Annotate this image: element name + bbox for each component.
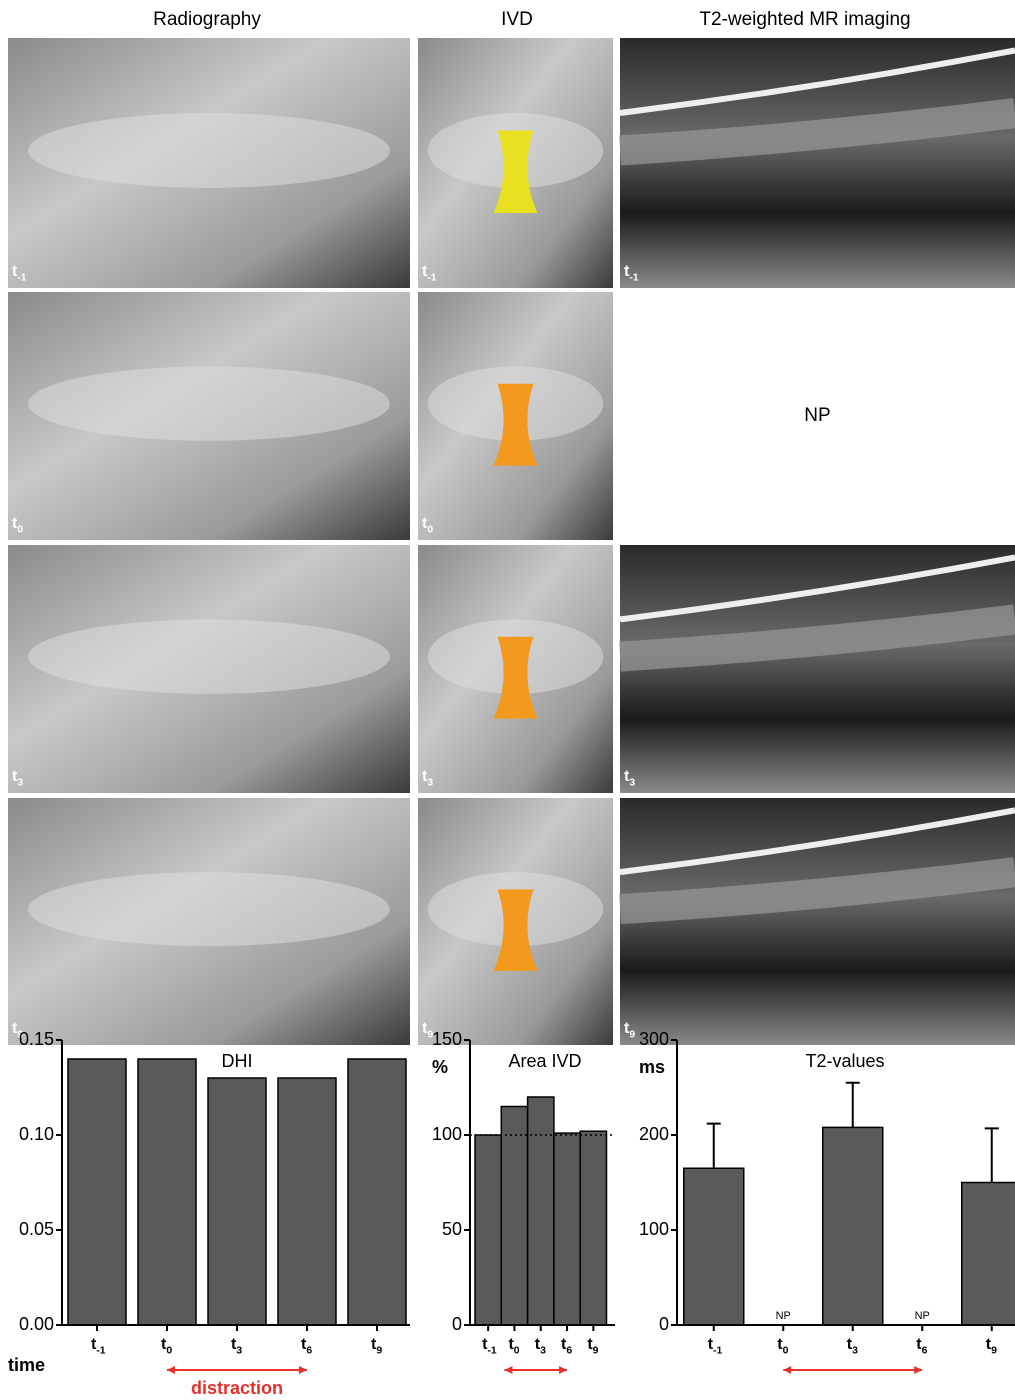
y-axis-label: ms xyxy=(639,1057,665,1077)
y-tick-label: 50 xyxy=(442,1219,462,1239)
chart-title: DHI xyxy=(222,1051,253,1071)
x-tick-label-sub: 9 xyxy=(991,1345,997,1356)
bar xyxy=(68,1059,126,1325)
y-tick-label: 300 xyxy=(639,1029,669,1049)
x-tick-label: t6 xyxy=(561,1336,572,1356)
x-tick-label: t9 xyxy=(986,1336,997,1356)
y-axis-label: % xyxy=(432,1057,448,1077)
error-bar xyxy=(707,1124,721,1169)
bar xyxy=(684,1168,744,1325)
x-tick-label: t0 xyxy=(777,1336,788,1356)
panel-label-sub: 3 xyxy=(629,777,635,788)
chart-title: T2-values xyxy=(805,1051,884,1071)
x-tick-label: t9 xyxy=(587,1336,598,1356)
x-tick-label-sub: -1 xyxy=(96,1345,105,1356)
y-tick-label: 0.10 xyxy=(19,1124,54,1144)
annotation: distraction xyxy=(191,1378,283,1398)
x-tick-label: t0 xyxy=(508,1336,519,1356)
bar xyxy=(348,1059,406,1325)
x-tick-label: t-1 xyxy=(708,1336,723,1356)
bone xyxy=(28,366,390,440)
bar xyxy=(138,1059,196,1325)
x-axis-label: time xyxy=(8,1355,45,1375)
x-tick-label-sub: 6 xyxy=(306,1345,312,1356)
x-tick-label-sub: 3 xyxy=(852,1345,858,1356)
x-tick-label: t6 xyxy=(916,1336,927,1356)
figure: Radiography IVD T2-weighted MR imaging t-1 t… xyxy=(0,0,1015,1400)
y-tick-label: 100 xyxy=(432,1124,462,1144)
panel-label-sub: 3 xyxy=(427,777,433,788)
bone xyxy=(28,113,390,188)
x-tick-label-sub: 3 xyxy=(236,1345,242,1356)
x-tick-label-sub: 9 xyxy=(593,1345,599,1356)
x-tick-label-sub: 3 xyxy=(540,1345,546,1356)
x-tick-label-sub: 0 xyxy=(514,1345,520,1356)
y-tick-label: 0 xyxy=(659,1314,669,1334)
mr-image xyxy=(620,38,1015,288)
y-tick-label: 0.05 xyxy=(19,1219,54,1239)
chart-title: Area IVD xyxy=(508,1051,581,1071)
x-tick-label: t6 xyxy=(301,1336,312,1356)
panel-label-sub: 0 xyxy=(17,524,23,535)
x-tick-label: t3 xyxy=(231,1336,242,1356)
x-tick-label-sub: 9 xyxy=(376,1345,382,1356)
y-tick-label: 200 xyxy=(639,1124,669,1144)
x-tick-label-sub: -1 xyxy=(713,1345,722,1356)
column-header: IVD xyxy=(501,9,533,30)
panel-label-sub: 0 xyxy=(427,524,433,535)
column-header: T2-weighted MR imaging xyxy=(699,9,910,30)
error-bar xyxy=(985,1128,999,1182)
x-tick-label: t-1 xyxy=(482,1336,497,1356)
bar xyxy=(823,1127,883,1325)
y-tick-label: 0 xyxy=(452,1314,462,1334)
x-tick-label: t3 xyxy=(847,1336,858,1356)
bar xyxy=(528,1097,554,1325)
bar xyxy=(278,1078,336,1325)
x-tick-label-sub: 6 xyxy=(566,1345,572,1356)
bar xyxy=(962,1183,1015,1326)
x-tick-label: t9 xyxy=(371,1336,382,1356)
bone xyxy=(28,619,390,693)
panel-label-sub: -1 xyxy=(629,272,638,283)
error-bar xyxy=(846,1083,860,1128)
missing-mr: NP xyxy=(804,405,830,426)
x-tick-label-sub: 6 xyxy=(922,1345,928,1356)
mr-image xyxy=(620,798,1015,1045)
y-tick-label: 0.15 xyxy=(19,1029,54,1049)
x-tick-label-sub: 0 xyxy=(166,1345,172,1356)
panel-label-sub: 9 xyxy=(629,1029,635,1040)
column-header: Radiography xyxy=(153,9,261,30)
bar xyxy=(501,1107,527,1326)
bar xyxy=(554,1133,580,1325)
y-tick-label: 150 xyxy=(432,1029,462,1049)
panel-label-sub: 3 xyxy=(17,777,23,788)
x-tick-label: t0 xyxy=(161,1336,172,1356)
value-label: NP xyxy=(776,1310,791,1322)
x-tick-label-sub: 0 xyxy=(783,1345,789,1356)
value-label: NP xyxy=(915,1310,930,1322)
bar xyxy=(475,1135,501,1325)
y-tick-label: 0.00 xyxy=(19,1314,54,1334)
bar xyxy=(580,1131,606,1325)
bone xyxy=(28,872,390,946)
panel-label-sub: -1 xyxy=(427,272,436,283)
y-tick-label: 100 xyxy=(639,1219,669,1239)
x-tick-label: t-1 xyxy=(91,1336,106,1356)
mr-image xyxy=(620,545,1015,793)
x-tick-label-sub: -1 xyxy=(487,1345,496,1356)
bar xyxy=(208,1078,266,1325)
x-tick-label: t3 xyxy=(535,1336,546,1356)
panel-label-sub: -1 xyxy=(17,272,26,283)
